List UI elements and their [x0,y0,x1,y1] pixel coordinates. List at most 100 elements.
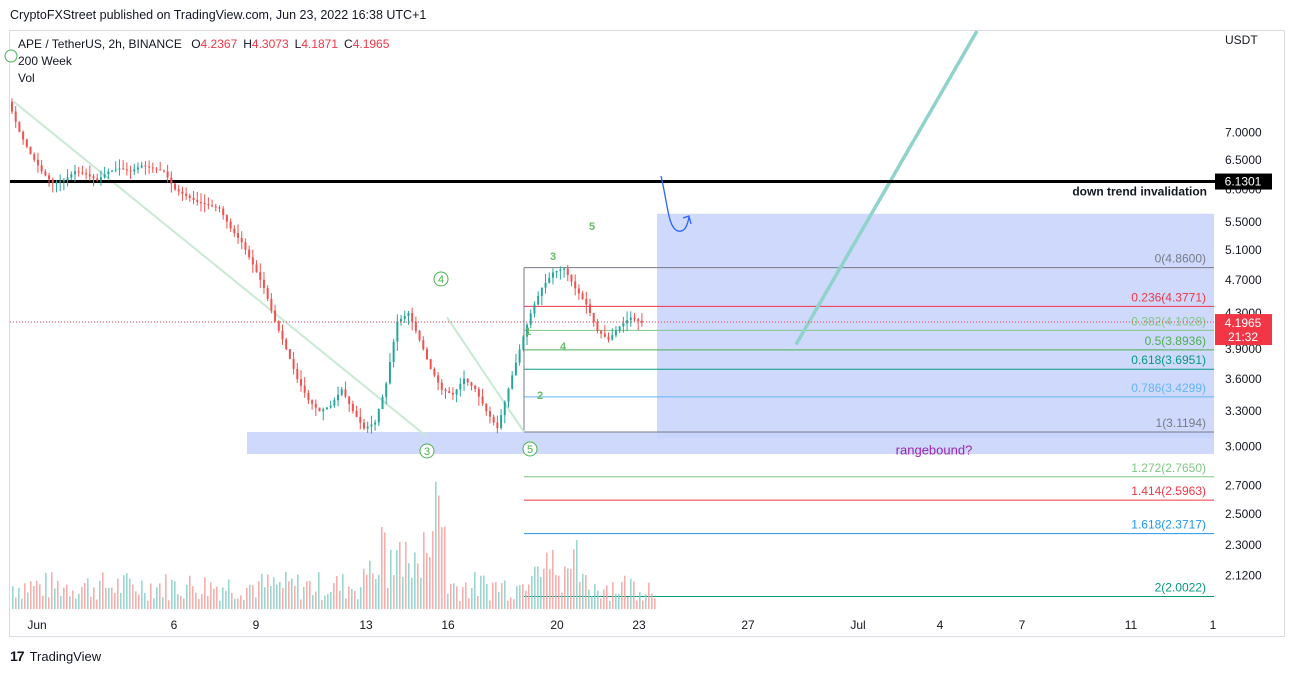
volume-bar [534,566,536,609]
price-countdown-text: 21:32 [1228,330,1258,344]
candle-body [151,167,154,169]
candle-body [270,298,273,311]
volume-bar [654,598,656,609]
candle-body [551,272,554,278]
candle-body [251,257,254,265]
volume-bar [48,597,50,609]
candle-body [374,422,377,425]
volume-bar [126,573,128,609]
volume-bar [15,597,17,609]
candle-body [418,330,421,341]
fib-level-label: 1(3.1194) [1156,416,1206,430]
legend-ohlc: O4.2367 H4.3073 L4.1871 C4.1965 [185,37,389,51]
volume-bar [120,592,122,609]
volume-bar [555,575,557,609]
volume-bar [162,597,164,609]
candle-body [492,416,495,423]
candle-body [140,165,143,168]
candle-body [626,320,629,324]
volume-bar [633,581,635,609]
volume-bar [24,583,26,609]
ohlc-c-value: 4.1965 [352,37,390,51]
candle-body [370,424,373,427]
volume-bar [615,593,617,609]
volume-bar [147,600,149,609]
candle-body [103,174,106,178]
volume-bar [366,574,368,609]
volume-bar [477,595,479,609]
volume-bar [96,599,98,609]
chart-frame [9,30,1285,637]
volume-bar [30,581,32,609]
volume-bar [339,590,341,609]
candle-body [181,191,184,194]
wave-circle [522,441,538,457]
candle-body [459,383,462,390]
volume-bar [309,580,311,609]
candle-body [188,195,191,198]
candle-body [18,121,21,132]
rangebound-zone [247,431,1214,455]
volume-bar [42,595,44,609]
candle-body [526,324,529,337]
fib-level-label: 1.272(2.7650) [1131,461,1206,475]
volume-bar [39,584,41,609]
volume-bar [528,584,530,609]
candle-body [433,369,436,376]
candle-body [292,358,295,369]
volume-bar [132,584,134,609]
candle-body [225,215,228,222]
candle-body [285,339,288,350]
volume-bar [402,576,404,609]
candle-body [177,189,180,192]
volume-bar [33,586,35,609]
candle-body [407,312,410,316]
candle-body [59,181,62,183]
volume-bar [165,574,167,609]
legend-symbol[interactable]: APE / TetherUS, 2h, BINANCE [18,37,182,51]
wave-connector-line [446,316,525,433]
candle-body [344,389,347,397]
volume-bar [264,587,266,609]
volume-bar [240,595,242,609]
y-tick-label: 2.3000 [1225,538,1262,552]
candle-body [633,317,636,320]
candle-body [637,319,640,321]
candle-body [192,197,195,200]
volume-bar [561,592,563,609]
volume-bar [270,586,272,609]
legend-indicator-vol[interactable]: Vol [18,71,35,85]
volume-bar [492,582,494,609]
candle-body [437,375,440,383]
candle-body [14,111,17,122]
candle-body [22,131,25,140]
legend-indicator-200-week[interactable]: 200 Week [18,54,72,68]
volume-bar [567,568,569,609]
volume-bar [201,594,203,609]
candle-body [333,400,336,406]
volume-bar [537,566,539,609]
volume-bar [399,541,401,609]
candle-body [589,304,592,313]
volume-bar [612,582,614,609]
volume-bar [330,591,332,609]
candle-body [66,177,69,181]
volume-bar [390,549,392,609]
volume-bar [597,590,599,609]
candle-body [422,340,425,350]
volume-bar [225,590,227,609]
volume-bar [546,552,548,609]
candle-body [318,407,321,412]
y-tick-label: 7.0000 [1225,125,1262,139]
volume-bar [333,583,335,609]
wave-minor-label: 1 [525,326,531,338]
candle-body [470,382,473,386]
candle-body [388,361,391,384]
candle-body [129,170,132,172]
volume-bar [351,588,353,609]
volume-bar [306,581,308,609]
volume-bar [456,586,458,609]
y-tick-label: 3.9000 [1225,342,1262,356]
candle-body [229,221,232,229]
